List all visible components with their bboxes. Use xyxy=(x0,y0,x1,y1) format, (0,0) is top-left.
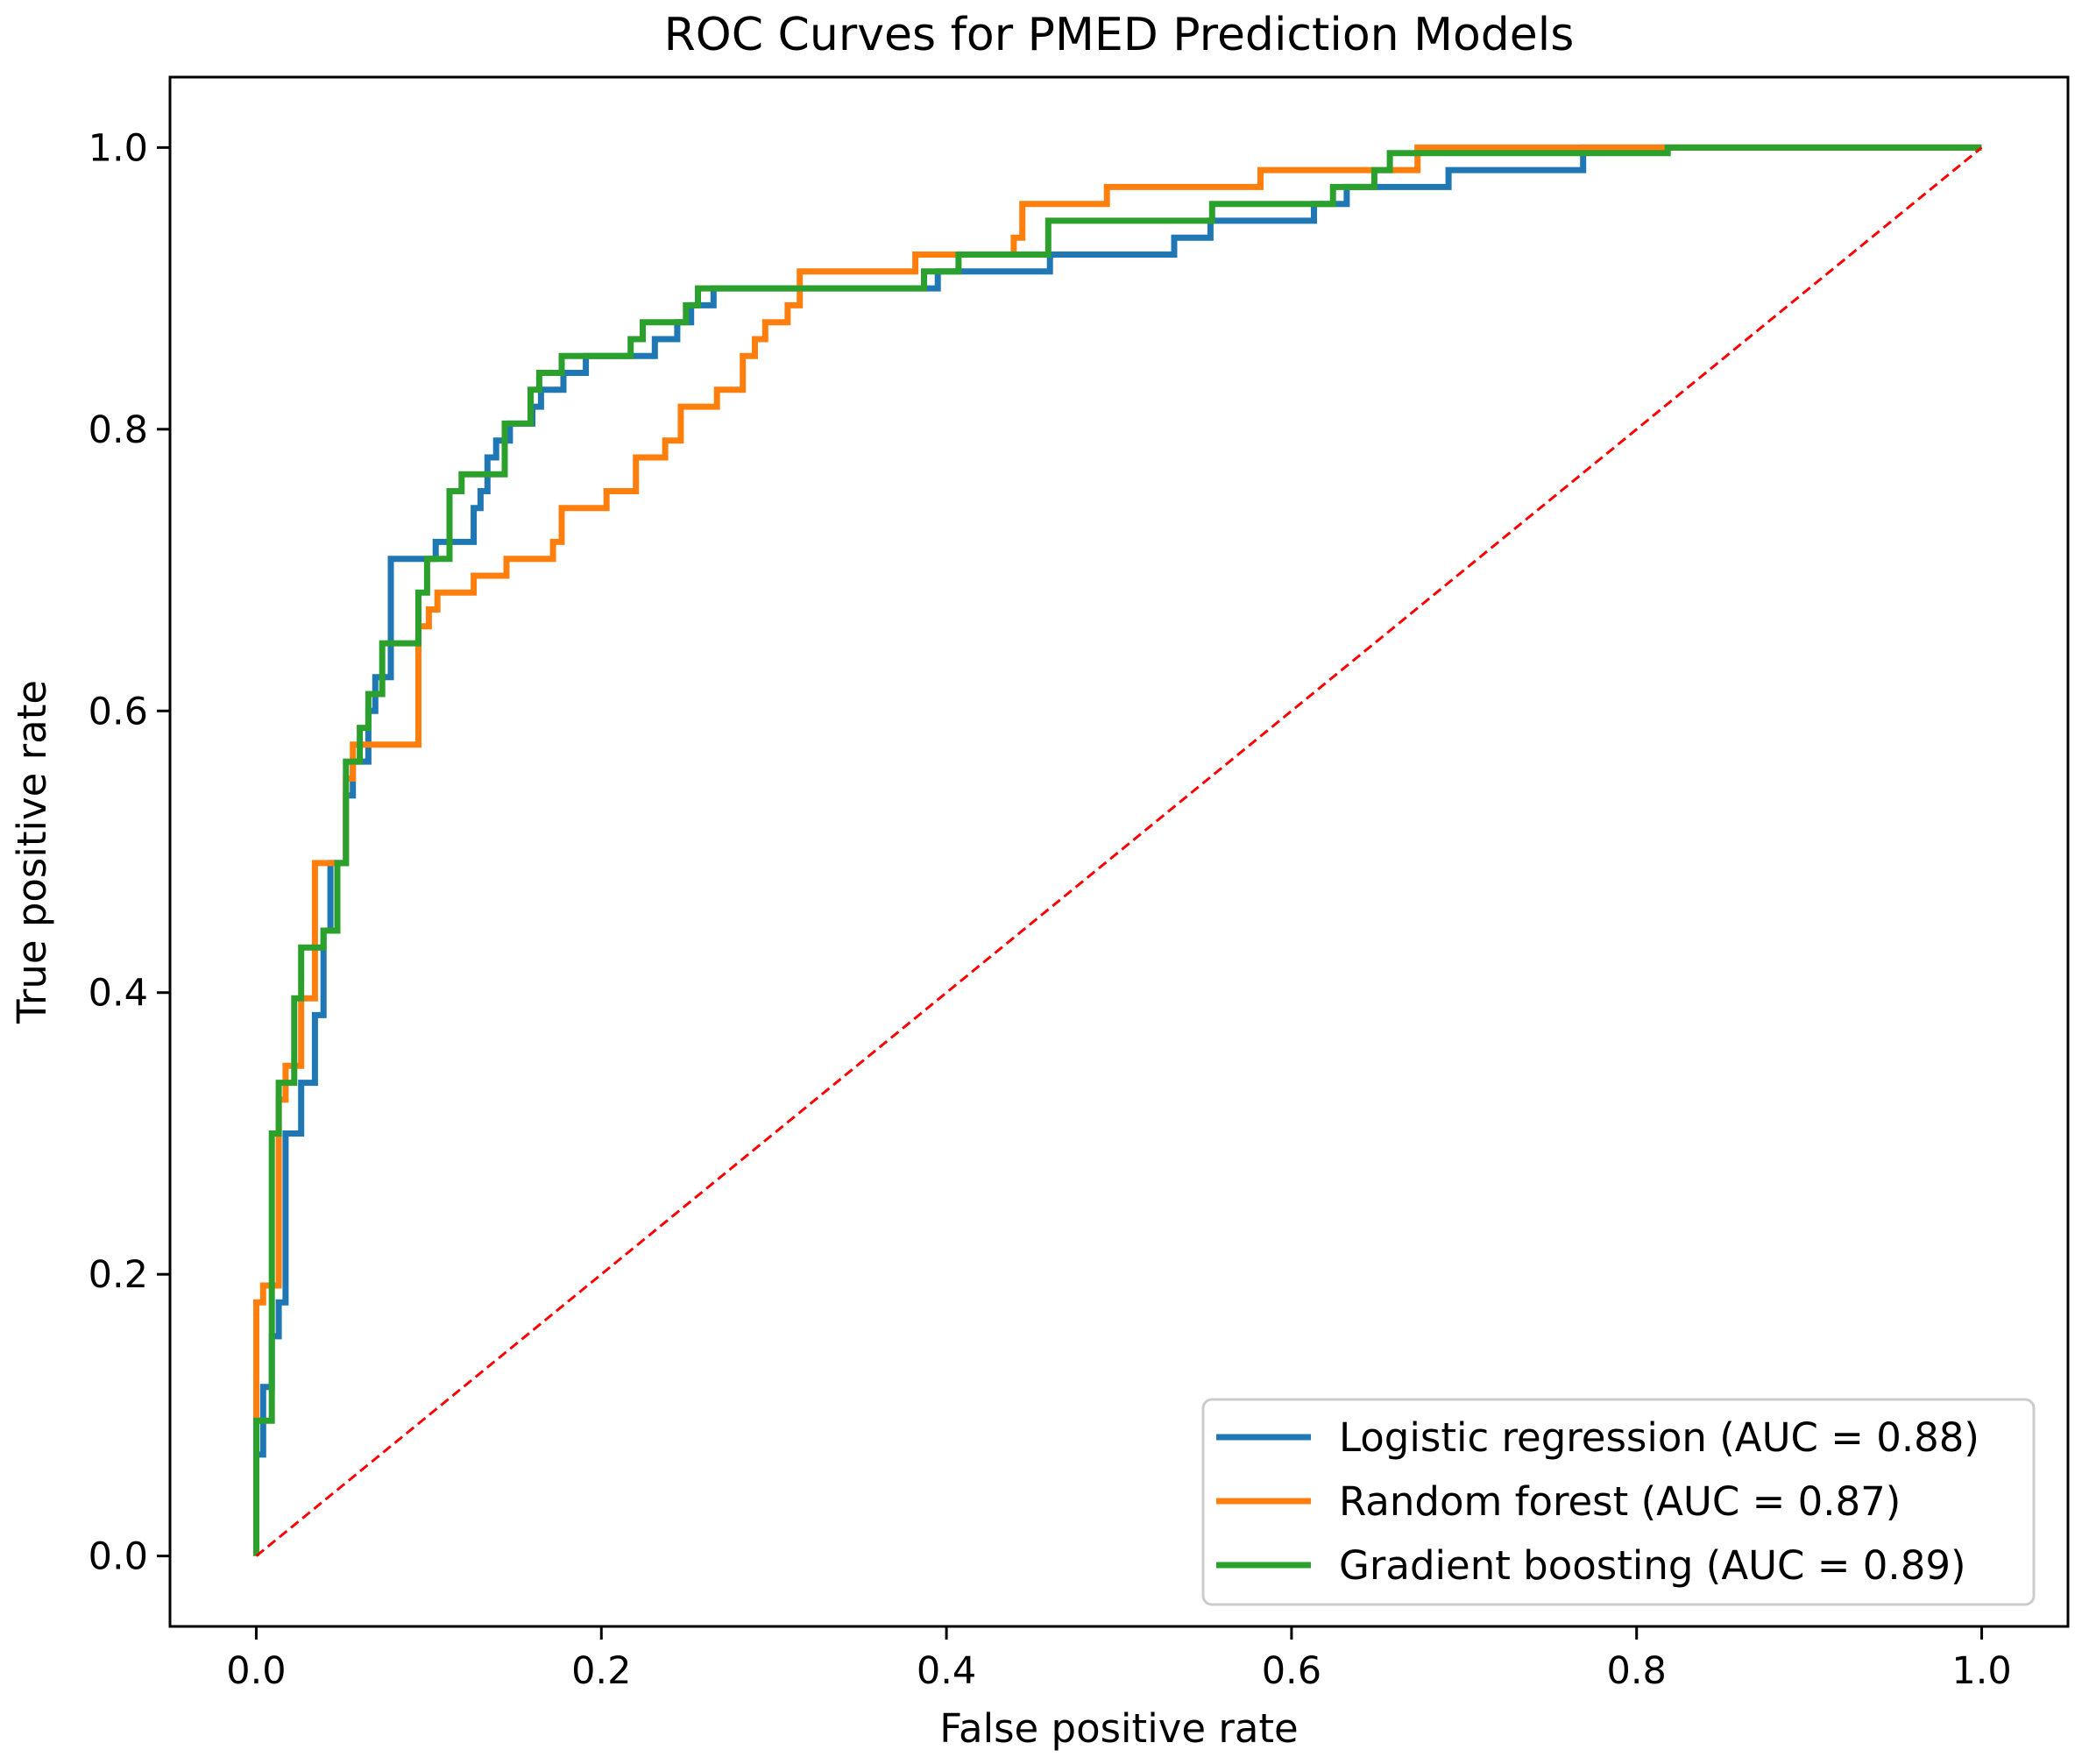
x-tick-label: 1.0 xyxy=(1951,1649,2011,1693)
x-axis-label: False positive rate xyxy=(939,1705,1298,1752)
series-line-2 xyxy=(253,144,1982,1556)
chance-diagonal-line xyxy=(255,146,1983,1557)
series-layer xyxy=(253,144,1983,1557)
y-axis-ticks: 0.0 0.2 0.4 0.6 0.8 1.0 xyxy=(89,126,170,1579)
x-tick-label: 0.2 xyxy=(571,1649,631,1693)
y-tick-label: 0.2 xyxy=(89,1253,148,1297)
y-tick-label: 0.8 xyxy=(89,408,148,452)
chart-title: ROC Curves for PMED Prediction Models xyxy=(664,9,1575,61)
legend-box xyxy=(1201,1398,2036,1606)
x-tick-label: 0.4 xyxy=(917,1649,976,1693)
x-tick-label: 0.6 xyxy=(1262,1649,1321,1693)
legend-label: Gradient boosting (AUC = 0.89) xyxy=(1339,1542,1966,1589)
legend-label: Random forest (AUC = 0.87) xyxy=(1339,1478,1901,1525)
y-tick-label: 0.6 xyxy=(89,690,148,733)
x-tick-label: 0.0 xyxy=(226,1649,286,1693)
y-axis-label: True positive rate xyxy=(9,680,55,1024)
y-tick-label: 0.4 xyxy=(89,972,148,1016)
series-line-0 xyxy=(253,144,1982,1556)
y-tick-label: 1.0 xyxy=(89,126,148,170)
legend-label: Logistic regression (AUC = 0.88) xyxy=(1339,1414,1979,1461)
series-line-1 xyxy=(253,144,1982,1556)
plot-frame xyxy=(168,75,2070,1628)
legend: Logistic regression (AUC = 0.88) Random f… xyxy=(1201,1398,2036,1606)
x-axis-ticks: 0.0 0.2 0.4 0.6 0.8 1.0 xyxy=(226,1626,2012,1693)
y-tick-label: 0.0 xyxy=(89,1535,148,1579)
legend-entries: Logistic regression (AUC = 0.88) Random f… xyxy=(1216,1414,1979,1589)
x-tick-label: 0.8 xyxy=(1607,1649,1667,1693)
